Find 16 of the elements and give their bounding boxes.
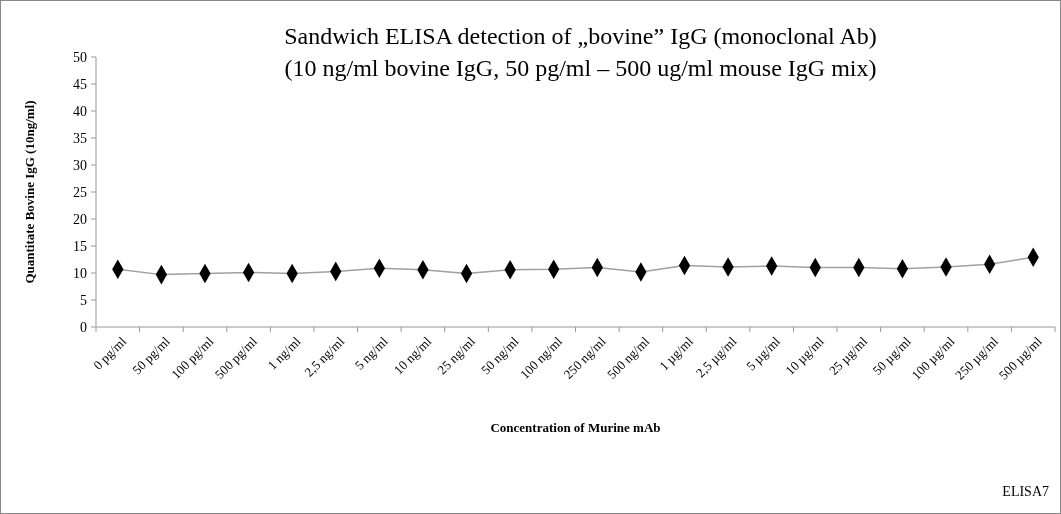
y-tick-label: 0: [80, 319, 87, 335]
y-tick-label: 50: [73, 49, 87, 65]
y-tick-label: 30: [73, 157, 87, 173]
y-tick-label: 35: [73, 130, 87, 146]
y-tick-label: 5: [80, 292, 87, 308]
chart-title: Sandwich ELISA detection of „bovine” IgG (monoclonal Ab): [284, 23, 877, 49]
y-tick-label: 45: [73, 76, 87, 92]
text: ELISA7: [1002, 484, 1049, 499]
x-axis-title: Concentration of Murine mAb: [490, 420, 661, 435]
y-tick-label: 15: [73, 238, 87, 254]
chart-subtitle: (10 ng/ml bovine IgG, 50 pg/ml – 500 ug/ml mouse IgG mix): [284, 55, 877, 81]
y-tick-label: 10: [73, 265, 87, 281]
y-tick-label: 20: [73, 211, 87, 227]
y-tick-label: 25: [73, 184, 87, 200]
y-axis-title: Quantitate Bovine IgG (10ng/ml): [22, 100, 37, 284]
y-tick-label: 40: [73, 103, 87, 119]
